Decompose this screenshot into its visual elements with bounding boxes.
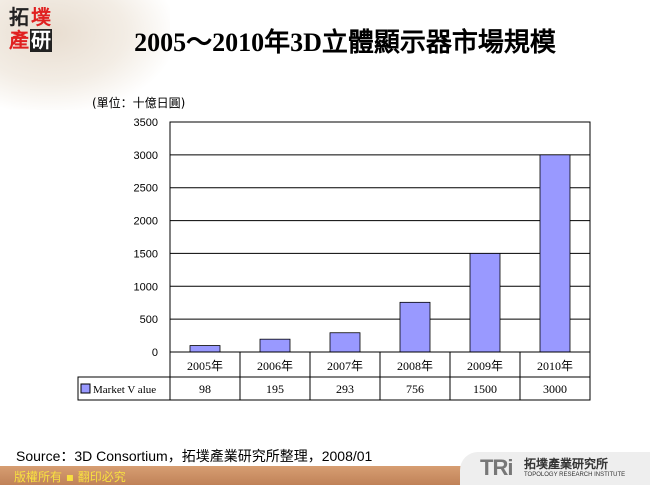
y-tick-label: 500	[140, 314, 158, 326]
copyright-text: 版權所有 ▪ 翻印必究	[14, 470, 126, 484]
data-label: 1500	[473, 382, 497, 396]
data-label: 3000	[543, 382, 567, 396]
bar	[539, 154, 571, 353]
page-title: 2005～2010年3D立體顯示器市場規模	[134, 28, 556, 57]
tri-name-en: TOPOLOGY RESEARCH INSTITUTE	[524, 472, 626, 478]
data-label: 756	[406, 382, 424, 396]
x-tick-label: 2006年	[257, 359, 293, 373]
logo-char: 墣	[31, 5, 51, 29]
y-tick-label: 3000	[134, 150, 158, 162]
source-note: Source：3D Consortium，拓墣產業研究所整理，2008/01	[16, 448, 373, 464]
logo-char: 拓	[9, 5, 29, 29]
data-label: 293	[336, 382, 354, 396]
bar	[399, 301, 431, 353]
unit-label: (單位：十億日圓)	[92, 96, 186, 110]
logo-char: 研	[30, 28, 52, 52]
x-tick-label: 2007年	[327, 359, 363, 373]
bar	[189, 345, 221, 353]
y-tick-label: 0	[152, 347, 158, 359]
x-tick-label: 2008年	[397, 359, 433, 373]
y-tick-label: 2000	[134, 216, 158, 228]
plot-area	[169, 121, 591, 353]
y-tick-label: 2500	[134, 183, 158, 195]
y-tick-label: 1000	[134, 281, 158, 293]
bar	[329, 332, 361, 353]
x-tick-label: 2010年	[537, 359, 573, 373]
tri-logo-mark: TRi	[480, 455, 513, 480]
logo: 拓墣產研	[8, 6, 52, 52]
y-tick-label: 3500	[134, 117, 158, 129]
y-tick-label: 1500	[134, 248, 158, 260]
background-map	[0, 0, 170, 110]
tri-logo: TRi 拓墣產業研究所 TOPOLOGY RESEARCH INSTITUTE	[460, 452, 650, 485]
x-tick-label: 2005年	[187, 359, 223, 373]
bar	[259, 338, 291, 353]
logo-char: 產	[9, 28, 29, 52]
tri-name-cn: 拓墣產業研究所	[524, 457, 609, 471]
legend-label: Market V alue	[93, 384, 156, 396]
x-tick-label: 2009年	[467, 359, 503, 373]
legend-swatch	[80, 383, 91, 394]
bar	[469, 253, 501, 353]
data-label: 195	[266, 382, 284, 396]
data-label: 98	[199, 382, 211, 396]
